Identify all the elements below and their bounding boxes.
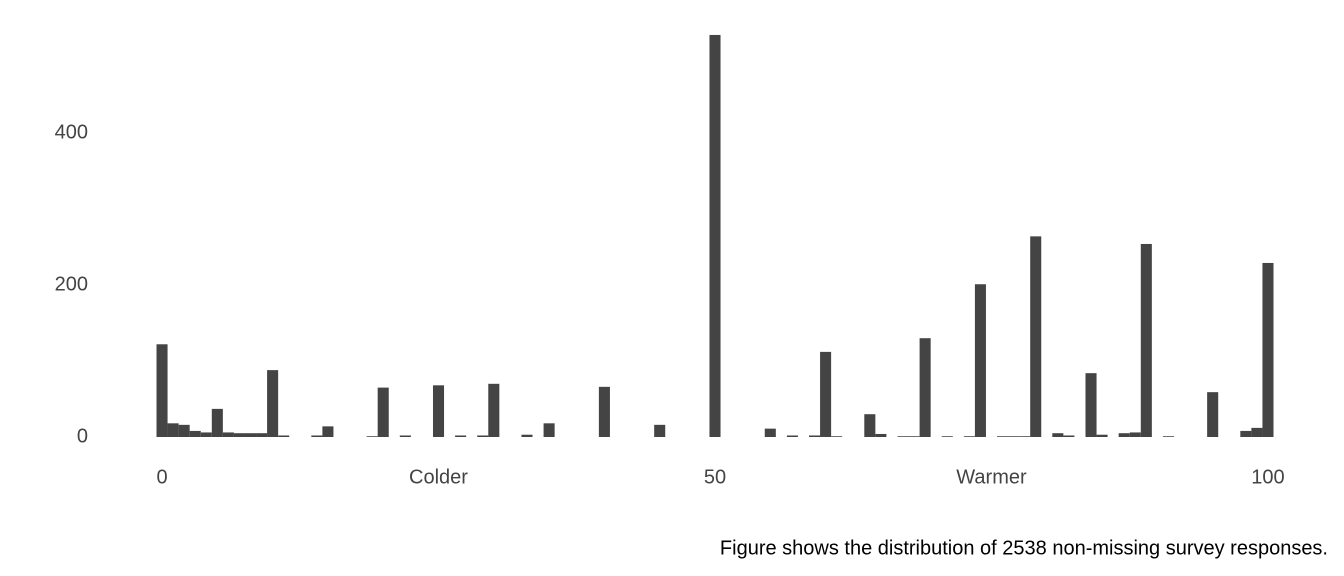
bar: [764, 428, 776, 437]
bar: [1207, 392, 1219, 437]
bar: [1096, 434, 1108, 437]
bar: [156, 344, 168, 437]
bar: [189, 430, 201, 437]
y-tick-label: 0: [77, 425, 88, 447]
bar: [233, 433, 245, 437]
bar: [543, 423, 555, 437]
bar: [399, 435, 411, 437]
bar: [1052, 433, 1064, 437]
bar: [897, 436, 909, 437]
bar: [311, 435, 323, 437]
bar: [864, 414, 876, 437]
bar: [1030, 236, 1042, 437]
bar: [1162, 436, 1174, 437]
bar: [875, 433, 887, 437]
bar: [521, 434, 533, 437]
bar: [267, 370, 279, 437]
bar: [322, 426, 334, 437]
bar: [455, 435, 467, 437]
y-tick-label: 400: [55, 121, 88, 143]
bar: [654, 424, 666, 437]
bar: [244, 433, 257, 437]
bar: [786, 435, 798, 437]
bar: [211, 408, 223, 437]
x-tick-label: 100: [1251, 466, 1284, 488]
bar: [222, 432, 234, 437]
caption: Figure shows the distribution of 2538 no…: [720, 537, 1328, 559]
bar: [477, 435, 489, 437]
bar: [1251, 427, 1263, 437]
bar: [200, 432, 212, 437]
bar: [366, 436, 378, 437]
bar: [1085, 373, 1097, 437]
bar: [709, 34, 721, 438]
bar: [820, 351, 832, 437]
bar: [974, 284, 986, 437]
bar: [997, 436, 1009, 437]
bar: [1262, 262, 1274, 437]
bar: [908, 436, 920, 437]
bar: [1063, 435, 1075, 437]
x-tick-label: Warmer: [956, 466, 1027, 488]
bar: [919, 338, 931, 437]
bar: [167, 423, 179, 437]
bar: [488, 383, 500, 437]
bar: [1118, 433, 1130, 437]
bar: [1240, 430, 1252, 437]
bar: [1019, 436, 1031, 437]
x-tick-label: 50: [704, 466, 726, 488]
bar: [598, 386, 610, 437]
bar: [1008, 436, 1020, 437]
y-tick-label: 200: [55, 273, 88, 295]
bar: [963, 436, 975, 437]
bar: [941, 436, 953, 437]
bar: [831, 436, 843, 437]
bar: [809, 435, 821, 437]
bar: [377, 387, 389, 437]
x-tick-label: Colder: [409, 466, 468, 488]
bar: [178, 424, 190, 437]
bar: [278, 435, 290, 437]
bar: [1129, 432, 1141, 437]
bar: [256, 433, 268, 437]
bar: [1140, 243, 1152, 437]
x-tick-label: 0: [156, 466, 167, 488]
bar: [432, 385, 445, 437]
